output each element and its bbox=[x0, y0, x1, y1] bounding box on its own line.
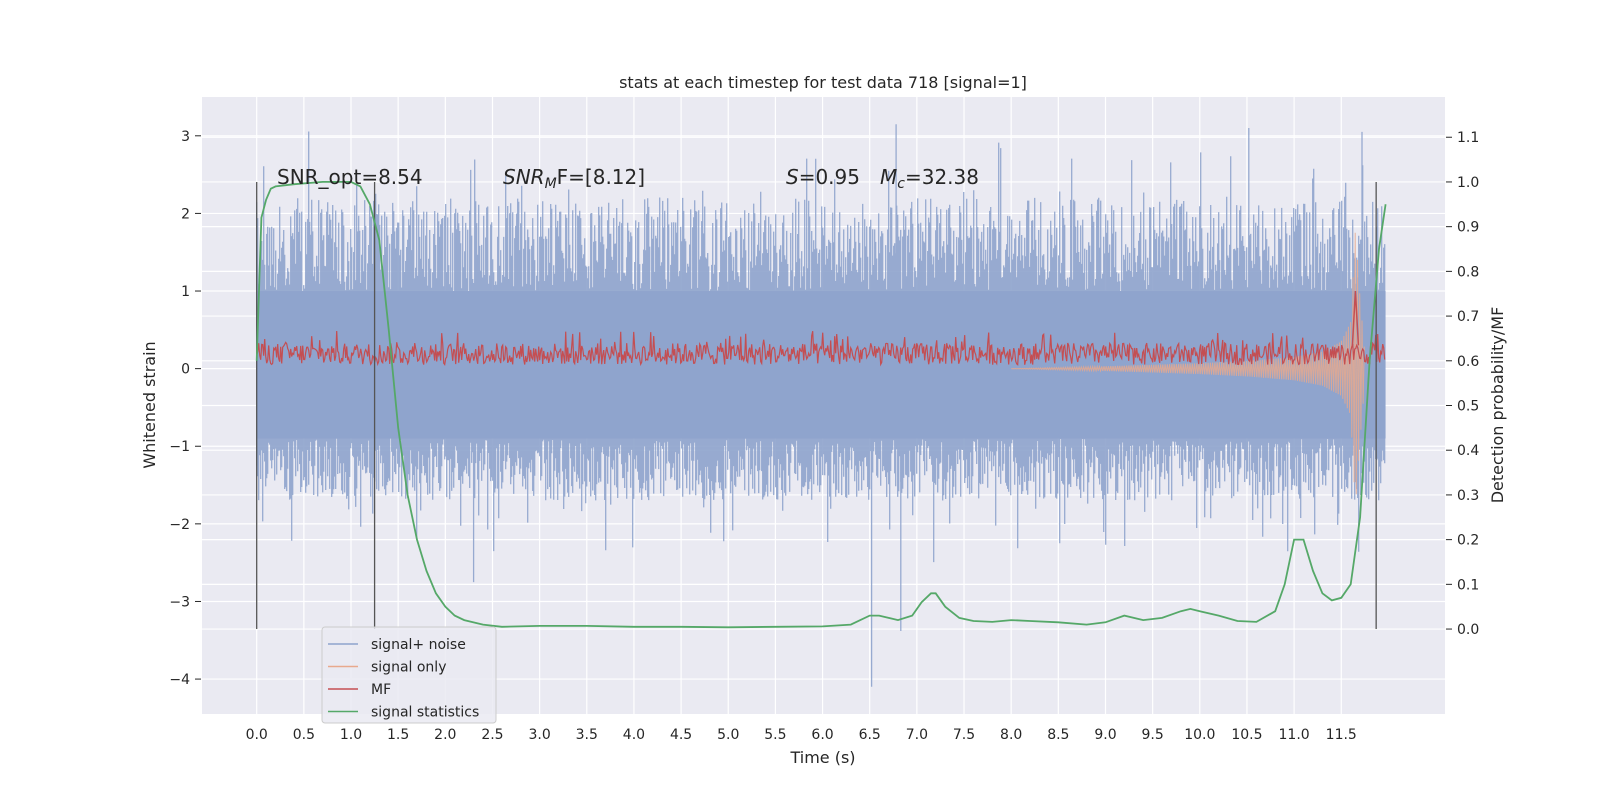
legend-label: signal only bbox=[371, 660, 446, 676]
x-tick-label: 5.5 bbox=[764, 727, 786, 743]
legend-box bbox=[321, 626, 497, 724]
y-right-tick-label: 0.7 bbox=[1457, 309, 1479, 325]
x-tick-label: 11.5 bbox=[1326, 727, 1357, 743]
s-annotation: S=0.95 bbox=[786, 165, 860, 189]
y-left-tick-labels: 3 2 1 0 −1 −2 −3 −4 bbox=[169, 129, 201, 688]
x-tick-label: 1.5 bbox=[387, 727, 409, 743]
x-tick-label: 5.0 bbox=[717, 727, 739, 743]
y-right-tick-label: 1.0 bbox=[1457, 175, 1479, 191]
y-left-tick-label: 0 bbox=[181, 362, 190, 378]
x-tick-label: 10.0 bbox=[1184, 727, 1215, 743]
x-tick-label: 1.0 bbox=[340, 727, 362, 743]
x-tick-label: 2.0 bbox=[434, 727, 456, 743]
x-tick-label: 3.0 bbox=[528, 727, 550, 743]
y-left-tick-label: −4 bbox=[169, 672, 190, 688]
x-tick-label: 7.0 bbox=[906, 727, 928, 743]
x-tick-label: 8.0 bbox=[1000, 727, 1022, 743]
x-tick-label: 9.0 bbox=[1094, 727, 1116, 743]
y-right-tick-label: 0.8 bbox=[1457, 264, 1479, 280]
signal-noise-body bbox=[256, 291, 1386, 439]
y-right-tick-labels: 1.1 1.0 0.9 0.8 0.7 0.6 0.5 0.4 0.3 0.2 0.1 0.0 bbox=[1446, 130, 1479, 638]
x-tick-label: 2.5 bbox=[481, 727, 503, 743]
y-right-tick-label: 0.6 bbox=[1457, 354, 1479, 370]
y-left-tick-label: −1 bbox=[169, 439, 190, 455]
mf-peak bbox=[1351, 290, 1360, 346]
legend: signal+ noise signal only MF signal statist… bbox=[321, 626, 497, 724]
y-right-tick-label: 0.9 bbox=[1457, 220, 1479, 236]
x-tick-label: 4.0 bbox=[623, 727, 645, 743]
x-tick-label: 6.5 bbox=[859, 727, 881, 743]
x-tick-label: 6.0 bbox=[811, 727, 833, 743]
vertical-markers bbox=[256, 181, 1377, 630]
y-left-tick-label: 2 bbox=[181, 206, 190, 222]
y-right-tick-label: 1.1 bbox=[1457, 130, 1479, 146]
legend-label: signal statistics bbox=[371, 705, 479, 721]
y-right-tick-label: 0.2 bbox=[1457, 533, 1479, 549]
mf-line bbox=[256, 330, 1386, 367]
y-right-tick-label: 0.0 bbox=[1457, 622, 1479, 638]
snr-opt-annotation: SNR_opt=8.54 bbox=[277, 165, 423, 189]
mc-sub: c bbox=[897, 176, 905, 192]
y-left-tick-label: −3 bbox=[169, 594, 190, 610]
mf-series bbox=[256, 290, 1386, 367]
signal-statistics-series bbox=[255, 181, 1387, 629]
x-tick-label: 0.0 bbox=[246, 727, 268, 743]
x-tick-label: 11.0 bbox=[1279, 727, 1310, 743]
y-axis-label-left: Whitened strain bbox=[140, 341, 159, 468]
y-left-tick-label: 3 bbox=[181, 129, 190, 145]
chart-title: stats at each timestep for test data 718… bbox=[619, 73, 1027, 92]
s-label: S bbox=[786, 165, 799, 189]
y-left-tick-label: −2 bbox=[169, 517, 190, 533]
snr-mf-annotation: SNRMF=[8.12] bbox=[503, 165, 645, 192]
x-tick-label: 7.5 bbox=[953, 727, 975, 743]
y-right-tick-label: 0.4 bbox=[1457, 443, 1479, 459]
mc-annotation: Mc=32.38 bbox=[880, 165, 979, 192]
snr-mf-sub: M bbox=[545, 176, 557, 192]
y-right-tick-label: 0.3 bbox=[1457, 488, 1479, 504]
x-axis-label: Time (s) bbox=[789, 748, 855, 767]
y-right-tick-label: 0.5 bbox=[1457, 399, 1479, 415]
x-tick-label: 0.5 bbox=[293, 727, 315, 743]
x-tick-labels: 0.0 0.5 1.0 1.5 2.0 2.5 3.0 3.5 4.0 4.5 5.0 5.5 6.0 6… bbox=[246, 727, 1357, 743]
y-axis-label-right: Detection probability/MF bbox=[1488, 307, 1507, 504]
snr-mf-rest: F=[8.12] bbox=[557, 165, 645, 189]
signal-statistics-line bbox=[255, 181, 1387, 629]
mc-base: M bbox=[880, 165, 897, 189]
x-tick-label: 3.5 bbox=[576, 727, 598, 743]
legend-label: signal+ noise bbox=[371, 637, 466, 653]
y-left-tick-label: 1 bbox=[181, 284, 190, 300]
x-tick-label: 8.5 bbox=[1047, 727, 1069, 743]
s-value: =0.95 bbox=[799, 165, 860, 189]
snr-mf-base: SNR bbox=[503, 165, 545, 189]
y-right-tick-label: 0.1 bbox=[1457, 577, 1479, 593]
legend-label: MF bbox=[371, 682, 391, 698]
x-tick-label: 10.5 bbox=[1231, 727, 1262, 743]
mc-value: =32.38 bbox=[905, 165, 979, 189]
x-tick-label: 9.5 bbox=[1142, 727, 1164, 743]
x-tick-label: 4.5 bbox=[670, 727, 692, 743]
